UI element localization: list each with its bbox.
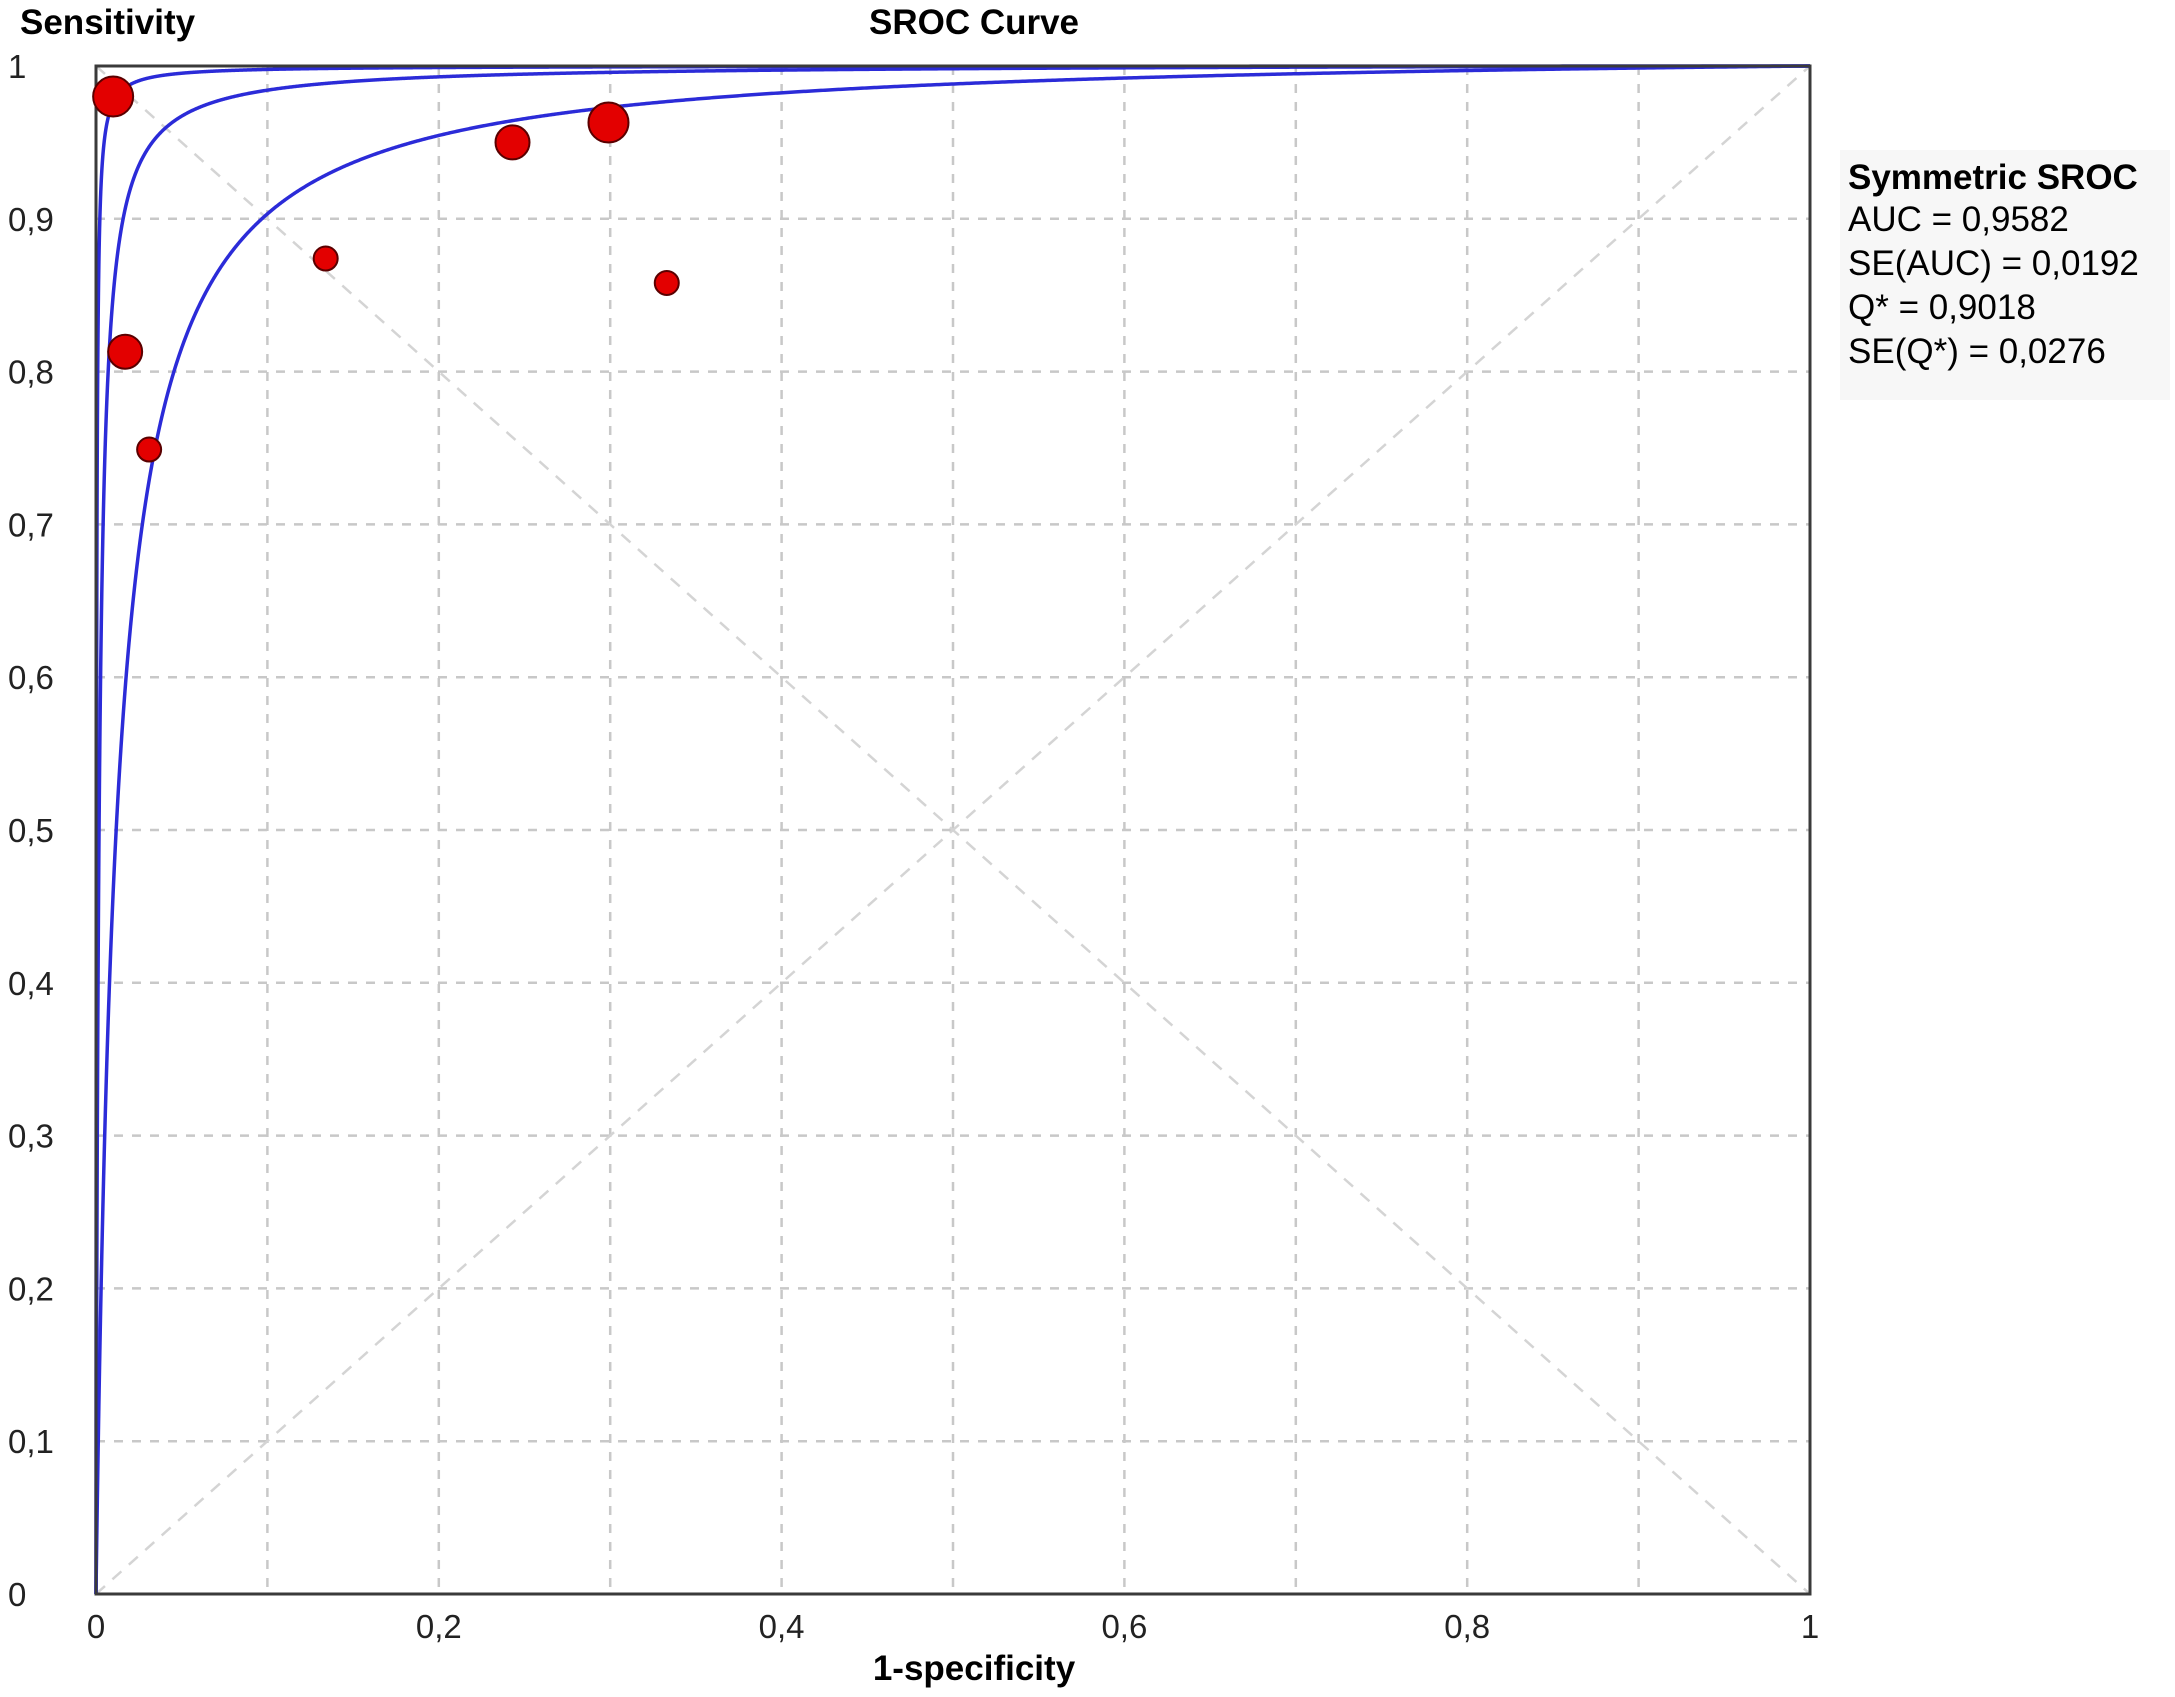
tick-labels: 0 0,2 0,4 0,6 0,8 1 0 0,1 0,2 0,3 0,4 0,5 0,6 0,7 0,8 0… — [8, 48, 1819, 1645]
y-axis-label: Sensitivity — [20, 3, 196, 42]
study-point — [653, 269, 680, 296]
y-tick-label: 0,4 — [8, 965, 54, 1002]
x-tick-label: 0,2 — [416, 1608, 462, 1645]
auc-value: AUC = 0,9582 — [1848, 200, 2069, 239]
study-point — [136, 436, 163, 463]
plot-frame — [94, 64, 1812, 1596]
x-tick-label: 0,4 — [759, 1608, 805, 1645]
q-star-value: Q* = 0,9018 — [1848, 288, 2036, 327]
study-point — [587, 101, 630, 144]
x-tick-label: 1 — [1801, 1608, 1819, 1645]
study-point — [107, 333, 144, 370]
chart-title: SROC Curve — [869, 3, 1079, 42]
y-tick-label: 0,8 — [8, 354, 54, 391]
x-tick-label: 0,8 — [1444, 1608, 1490, 1645]
y-tick-label: 0,6 — [8, 659, 54, 696]
stats-panel: Symmetric SROC AUC = 0,9582 SE(AUC) = 0,… — [1840, 150, 2170, 400]
plot-border — [94, 64, 1812, 1596]
anti-diagonal — [95, 65, 1811, 1595]
x-axis-label: 1-specificity — [873, 1649, 1076, 1688]
y-tick-label: 1 — [8, 48, 26, 85]
y-tick-label: 0,2 — [8, 1270, 54, 1307]
y-tick-label: 0,3 — [8, 1118, 54, 1155]
stats-title: Symmetric SROC — [1848, 158, 2138, 197]
y-tick-label: 0,7 — [8, 506, 54, 543]
y-tick-label: 0,9 — [8, 201, 54, 238]
reference-lines — [95, 65, 1811, 1595]
study-point — [92, 75, 135, 118]
study-point — [494, 124, 531, 161]
x-tick-label: 0,6 — [1101, 1608, 1147, 1645]
y-tick-label: 0 — [8, 1576, 26, 1613]
y-tick-label: 0,5 — [8, 812, 54, 849]
y-tick-label: 0,1 — [8, 1423, 54, 1460]
x-tick-label: 0 — [87, 1608, 105, 1645]
sroc-curve-sroc — [94, 64, 1811, 1594]
sroc-curve-lower-bound — [94, 64, 1811, 1594]
study-point — [312, 245, 339, 272]
se-auc-value: SE(AUC) = 0,0192 — [1848, 244, 2139, 283]
se-q-value: SE(Q*) = 0,0276 — [1848, 332, 2106, 371]
study-points — [92, 75, 680, 463]
